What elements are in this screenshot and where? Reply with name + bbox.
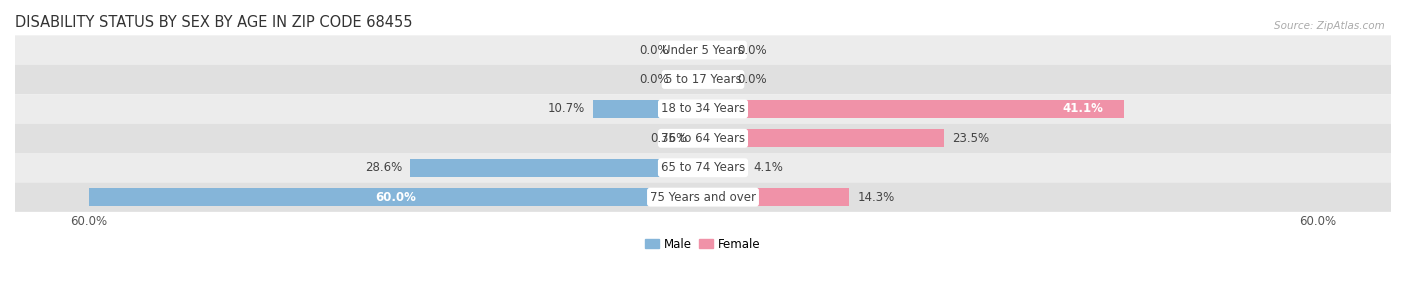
Bar bbox=[703, 71, 728, 88]
FancyBboxPatch shape bbox=[15, 65, 1391, 94]
Text: 35 to 64 Years: 35 to 64 Years bbox=[661, 132, 745, 145]
Bar bbox=[703, 41, 728, 59]
Text: Under 5 Years: Under 5 Years bbox=[662, 44, 744, 56]
Bar bbox=[411, 159, 703, 177]
Bar bbox=[678, 71, 703, 88]
Text: DISABILITY STATUS BY SEX BY AGE IN ZIP CODE 68455: DISABILITY STATUS BY SEX BY AGE IN ZIP C… bbox=[15, 15, 412, 30]
Text: 0.0%: 0.0% bbox=[737, 44, 766, 56]
FancyBboxPatch shape bbox=[15, 153, 1391, 182]
FancyBboxPatch shape bbox=[15, 94, 1391, 124]
FancyBboxPatch shape bbox=[15, 182, 1391, 212]
Text: 4.1%: 4.1% bbox=[754, 161, 783, 174]
Text: 65 to 74 Years: 65 to 74 Years bbox=[661, 161, 745, 174]
Bar bbox=[89, 188, 703, 206]
Text: 14.3%: 14.3% bbox=[858, 191, 894, 204]
Bar bbox=[703, 188, 849, 206]
Bar bbox=[703, 159, 745, 177]
Text: 5 to 17 Years: 5 to 17 Years bbox=[665, 73, 741, 86]
Text: 0.0%: 0.0% bbox=[640, 73, 669, 86]
FancyBboxPatch shape bbox=[15, 124, 1391, 153]
Bar bbox=[695, 130, 703, 147]
Text: 28.6%: 28.6% bbox=[364, 161, 402, 174]
Text: 10.7%: 10.7% bbox=[548, 102, 585, 115]
Bar bbox=[703, 100, 1123, 118]
FancyBboxPatch shape bbox=[15, 35, 1391, 65]
Bar bbox=[593, 100, 703, 118]
Text: 60.0%: 60.0% bbox=[375, 191, 416, 204]
Text: 75 Years and over: 75 Years and over bbox=[650, 191, 756, 204]
Text: 0.76%: 0.76% bbox=[650, 132, 688, 145]
Legend: Male, Female: Male, Female bbox=[641, 233, 765, 255]
Text: 0.0%: 0.0% bbox=[640, 44, 669, 56]
Bar bbox=[678, 41, 703, 59]
Text: 41.1%: 41.1% bbox=[1063, 102, 1104, 115]
Text: 0.0%: 0.0% bbox=[737, 73, 766, 86]
Text: 23.5%: 23.5% bbox=[952, 132, 988, 145]
Bar bbox=[703, 130, 943, 147]
Text: 18 to 34 Years: 18 to 34 Years bbox=[661, 102, 745, 115]
Text: Source: ZipAtlas.com: Source: ZipAtlas.com bbox=[1274, 21, 1385, 31]
